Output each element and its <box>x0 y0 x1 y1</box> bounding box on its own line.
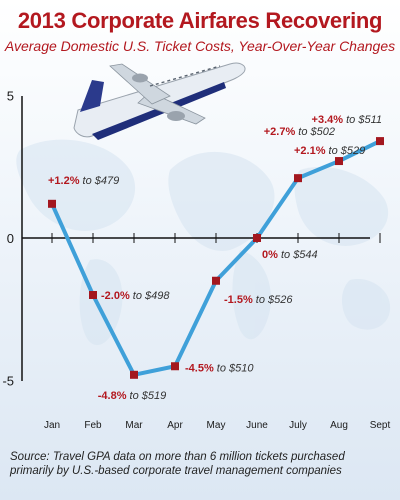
airplane-icon <box>73 62 246 140</box>
data-label: 0% to $544 <box>262 249 318 261</box>
x-tick-label: Aug <box>330 420 348 431</box>
data-point <box>89 291 97 299</box>
y-tick-label: 0 <box>7 231 14 246</box>
y-tick-label: 5 <box>7 89 14 104</box>
data-label: -2.0% to $498 <box>101 290 170 302</box>
x-tick-label: May <box>207 420 226 431</box>
x-tick-label: July <box>289 420 307 431</box>
chart-axes: Jan Feb Mar Apr May June July Aug Sept 5 0 -5 <box>2 89 390 432</box>
x-tick-label: Mar <box>125 420 143 431</box>
data-point <box>253 234 261 242</box>
data-label: +2.1% to $529 <box>294 145 365 157</box>
x-tick-label: June <box>246 420 268 431</box>
data-label: -4.5% to $510 <box>185 362 254 374</box>
data-label: +3.4% to $511 <box>312 114 382 126</box>
data-label: +1.2% to $479 <box>48 175 119 187</box>
world-map-background <box>16 139 391 346</box>
data-label: +2.7% to $502 <box>264 126 335 138</box>
data-point <box>48 199 56 208</box>
source-note: Source: Travel GPA data on more than 6 m… <box>10 451 345 477</box>
chart-series <box>48 137 384 379</box>
chart-subtitle: Average Domestic U.S. Ticket Costs, Year… <box>4 38 396 54</box>
y-tick-label: -5 <box>2 374 14 389</box>
x-tick-label: Sept <box>370 420 391 431</box>
chart-data-labels: +1.2% to $479 -2.0% to $498 -4.8% to $519 -… <box>48 114 382 402</box>
x-tick-label: Feb <box>84 420 102 431</box>
x-tick-label: Jan <box>44 420 60 431</box>
data-point <box>130 370 138 379</box>
data-point <box>335 157 343 166</box>
data-point <box>376 137 384 146</box>
data-label: -1.5% to $526 <box>224 294 293 306</box>
data-point <box>212 276 220 285</box>
data-point <box>171 362 179 371</box>
data-label: -4.8% to $519 <box>98 390 167 402</box>
x-tick-label: Apr <box>167 420 183 431</box>
chart-title: 2013 Corporate Airfares Recovering <box>17 8 383 33</box>
data-point <box>294 174 302 183</box>
